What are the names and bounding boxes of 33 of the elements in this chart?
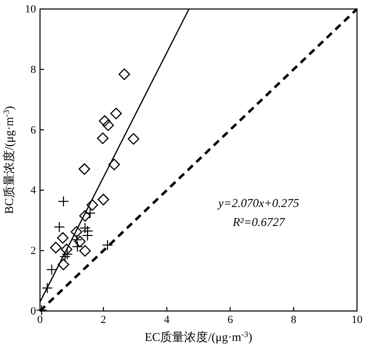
- point: [102, 119, 114, 132]
- point: [79, 245, 91, 257]
- x-tick-label: 8: [290, 314, 297, 326]
- x-axis-title: EC质量浓度/(μg·m$^{-3}$): [144, 330, 252, 344]
- x-tick-label: 4: [164, 314, 170, 326]
- point: [58, 258, 70, 270]
- point: [118, 68, 130, 80]
- annotation: y=2.070x+0.275: [217, 196, 300, 210]
- point: [60, 244, 72, 256]
- point: [108, 158, 120, 170]
- y-tick-label: 0: [30, 306, 36, 318]
- point: [50, 242, 62, 254]
- annotation: R²=0.6727: [232, 214, 286, 229]
- point: [98, 115, 110, 127]
- x-tick-label: 10: [352, 314, 363, 326]
- point: [58, 196, 69, 207]
- y-tick-label: 6: [30, 124, 36, 136]
- point: [96, 132, 109, 144]
- point: [70, 226, 82, 238]
- point: [86, 199, 98, 211]
- x-tick-label: 2: [100, 314, 106, 326]
- y-tick-label: 4: [30, 184, 36, 197]
- y-tick-label: 8: [30, 64, 36, 76]
- point: [98, 194, 110, 206]
- y-tick-label: 10: [25, 4, 36, 16]
- point: [110, 108, 122, 120]
- point: [79, 210, 91, 222]
- point: [128, 133, 140, 145]
- point: [57, 232, 69, 244]
- point: [78, 163, 90, 175]
- y-tick-label: 2: [30, 245, 36, 258]
- x-tick-label: 6: [227, 314, 234, 326]
- point: [74, 236, 86, 248]
